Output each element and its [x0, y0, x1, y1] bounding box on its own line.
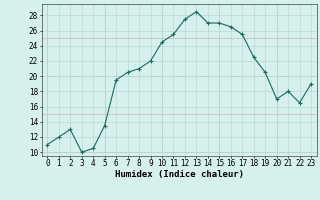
X-axis label: Humidex (Indice chaleur): Humidex (Indice chaleur) [115, 170, 244, 179]
